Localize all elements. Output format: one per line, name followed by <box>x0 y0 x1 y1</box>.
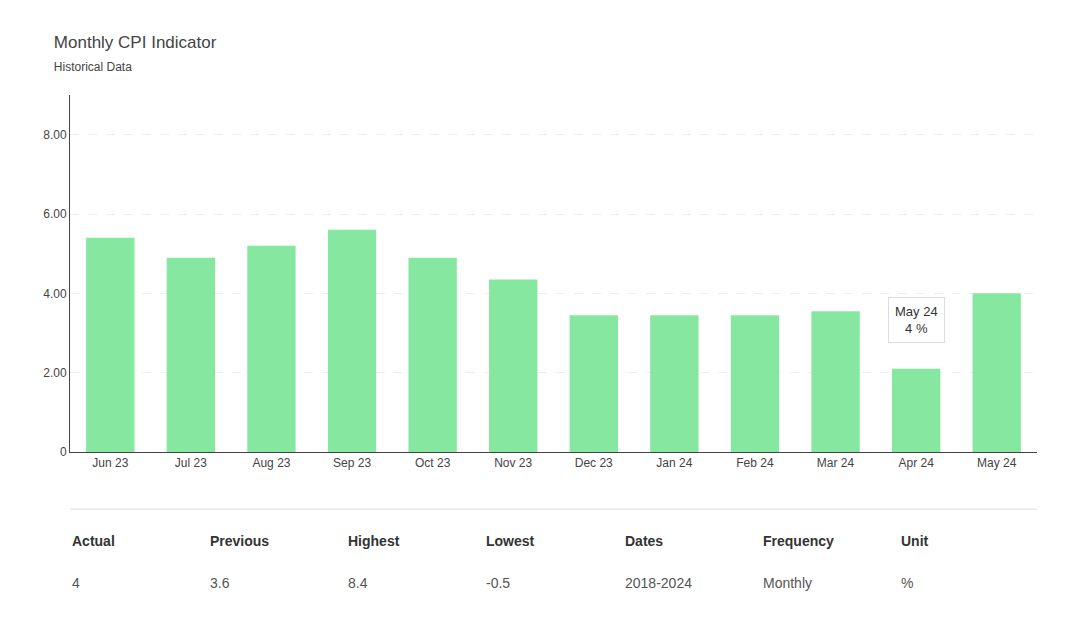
svg-text:%: % <box>901 575 913 591</box>
svg-text:Jul 23: Jul 23 <box>175 456 207 470</box>
svg-text:Frequency: Frequency <box>763 533 834 549</box>
svg-text:6.00: 6.00 <box>43 207 67 221</box>
svg-text:0: 0 <box>60 445 67 459</box>
svg-text:May 244 %: May 244 % <box>895 304 938 336</box>
svg-text:Jan 24: Jan 24 <box>656 456 692 470</box>
svg-text:4: 4 <box>72 575 80 591</box>
svg-text:Monthly: Monthly <box>763 575 812 591</box>
svg-text:8.4: 8.4 <box>348 575 368 591</box>
svg-text:2.00: 2.00 <box>43 366 67 380</box>
svg-text:Feb 24: Feb 24 <box>736 456 774 470</box>
svg-text:Nov 23: Nov 23 <box>494 456 532 470</box>
svg-text:May 24: May 24 <box>977 456 1017 470</box>
svg-text:4.00: 4.00 <box>43 287 67 301</box>
svg-text:3.6: 3.6 <box>210 575 230 591</box>
svg-text:Actual: Actual <box>72 533 115 549</box>
svg-text:Monthly CPI Indicator: Monthly CPI Indicator <box>54 33 217 52</box>
svg-text:Highest: Highest <box>348 533 400 549</box>
svg-text:Apr 24: Apr 24 <box>898 456 934 470</box>
svg-text:Dec 23: Dec 23 <box>575 456 613 470</box>
svg-text:Mar 24: Mar 24 <box>817 456 855 470</box>
svg-text:8.00: 8.00 <box>43 128 67 142</box>
svg-text:Aug 23: Aug 23 <box>252 456 290 470</box>
svg-text:2018-2024: 2018-2024 <box>625 575 692 591</box>
svg-text:Oct 23: Oct 23 <box>415 456 451 470</box>
svg-text:Historical Data: Historical Data <box>54 60 132 74</box>
svg-text:Previous: Previous <box>210 533 269 549</box>
svg-text:Sep 23: Sep 23 <box>333 456 371 470</box>
svg-text:Dates: Dates <box>625 533 663 549</box>
svg-text:Jun 23: Jun 23 <box>92 456 128 470</box>
svg-text:Lowest: Lowest <box>486 533 535 549</box>
svg-text:Unit: Unit <box>901 533 929 549</box>
svg-text:-0.5: -0.5 <box>486 575 510 591</box>
